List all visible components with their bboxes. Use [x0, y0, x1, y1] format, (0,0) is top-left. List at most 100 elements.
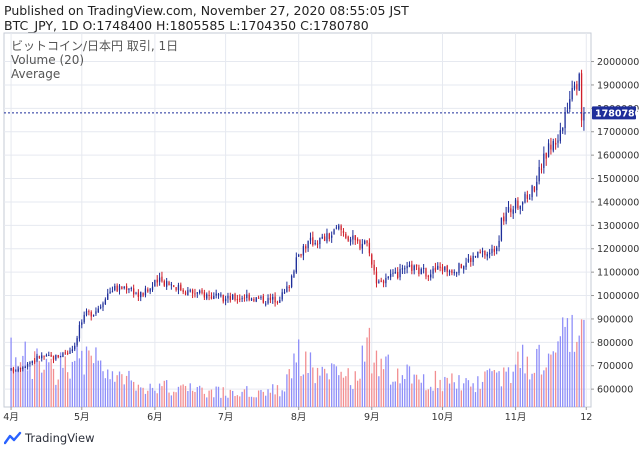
candle-body — [274, 296, 276, 303]
candle-body — [281, 292, 283, 300]
candle-body — [229, 295, 231, 301]
candle-body — [128, 288, 130, 290]
volume-bar — [239, 396, 241, 407]
candle-body — [345, 233, 347, 238]
volume-bar — [444, 376, 446, 407]
y-tick-label: 2000000 — [597, 57, 639, 68]
volume-bar — [510, 382, 512, 407]
candle-body — [472, 255, 474, 262]
candle-body — [338, 225, 340, 229]
chart-legend: ビットコイン/日本円 取引, 1日 Volume (20) Average — [11, 39, 178, 81]
candle-body — [298, 254, 300, 257]
volume-bar — [427, 389, 429, 407]
x-axis[interactable]: 4月 5月 6月 7月 8月 9月 10月 11月 12 — [3, 407, 592, 423]
candle-body — [239, 298, 241, 300]
candle-body — [130, 288, 132, 290]
volume-bar — [19, 362, 22, 407]
candle-body — [352, 235, 354, 240]
candle-body — [97, 308, 99, 313]
volume-bar — [15, 357, 17, 407]
candle-body — [415, 264, 418, 267]
candle-body — [496, 247, 498, 252]
candle-body — [288, 286, 290, 288]
candle-body — [481, 251, 484, 253]
volume-bar — [554, 352, 557, 407]
candle-body — [439, 266, 441, 268]
volume-bar — [359, 378, 361, 407]
candle-body — [479, 251, 481, 254]
candle-body — [279, 300, 281, 303]
volume-bar — [290, 378, 293, 407]
candle-body — [255, 297, 257, 302]
volume-bar — [519, 368, 521, 407]
volume-bar — [533, 372, 536, 407]
volume-bar — [408, 366, 411, 407]
volume-bar — [168, 392, 170, 407]
volume-bar — [338, 375, 340, 407]
volume-bar — [356, 380, 359, 407]
volume-bar — [177, 386, 180, 407]
candle-body — [290, 275, 293, 288]
volume-bar — [220, 397, 222, 407]
candle-body — [62, 353, 64, 357]
volume-bar — [187, 391, 189, 407]
candle-body — [507, 207, 510, 212]
candle-body — [194, 293, 196, 295]
volume-bar — [512, 371, 514, 407]
candle-body — [392, 272, 394, 274]
volume-bar — [257, 390, 260, 407]
y-tick-label: 1700000 — [597, 127, 639, 138]
candle-body — [224, 298, 227, 302]
volume-bar — [298, 339, 300, 407]
volume-bar — [286, 374, 288, 407]
plot-area[interactable] — [3, 32, 592, 408]
candle-body — [227, 295, 229, 299]
candle-body — [326, 233, 328, 242]
candle-body — [92, 314, 95, 317]
volume-bars — [10, 314, 585, 407]
y-tick-label: 1500000 — [597, 174, 639, 185]
volume-bar — [375, 350, 378, 407]
candle-body — [104, 299, 107, 305]
volume-bar — [262, 391, 264, 407]
candle-body — [356, 239, 359, 242]
y-tick-label: 900000 — [597, 314, 633, 325]
candle-body — [22, 367, 24, 370]
volume-bar — [142, 387, 144, 407]
candle-body — [335, 227, 338, 229]
volume-bar — [547, 353, 550, 407]
candle-body — [517, 200, 519, 209]
volume-bar — [507, 367, 510, 407]
candle-body — [57, 354, 59, 358]
candle-body — [566, 110, 569, 112]
candle-body — [199, 290, 201, 294]
volume-bar — [253, 397, 255, 407]
legend-average: Average — [11, 67, 60, 81]
volume-bar — [430, 386, 432, 407]
volume-bar — [283, 391, 286, 407]
volume-bar — [281, 390, 283, 407]
candle-body — [486, 254, 488, 257]
candle-body — [234, 294, 236, 300]
volume-bar — [74, 360, 76, 407]
volume-bar — [151, 387, 154, 407]
volume-bar — [368, 327, 371, 407]
candle-body — [38, 356, 41, 358]
candle-body — [463, 266, 465, 270]
volume-bar — [158, 383, 161, 407]
candle-body — [45, 355, 48, 357]
y-tick-label: 700000 — [597, 361, 633, 372]
volume-bar — [488, 368, 491, 407]
tradingview-brand[interactable]: TradingView — [4, 429, 94, 447]
volume-bar — [199, 385, 201, 407]
x-tick-label: 12 — [580, 412, 592, 423]
volume-bar — [203, 393, 206, 407]
volume-bar — [224, 395, 227, 407]
candle-body — [540, 168, 543, 170]
candle-body — [366, 240, 368, 243]
volume-bar — [59, 352, 62, 407]
x-tick-label: 5月 — [74, 412, 90, 423]
candle-body — [180, 284, 182, 291]
volume-bar — [227, 397, 229, 407]
